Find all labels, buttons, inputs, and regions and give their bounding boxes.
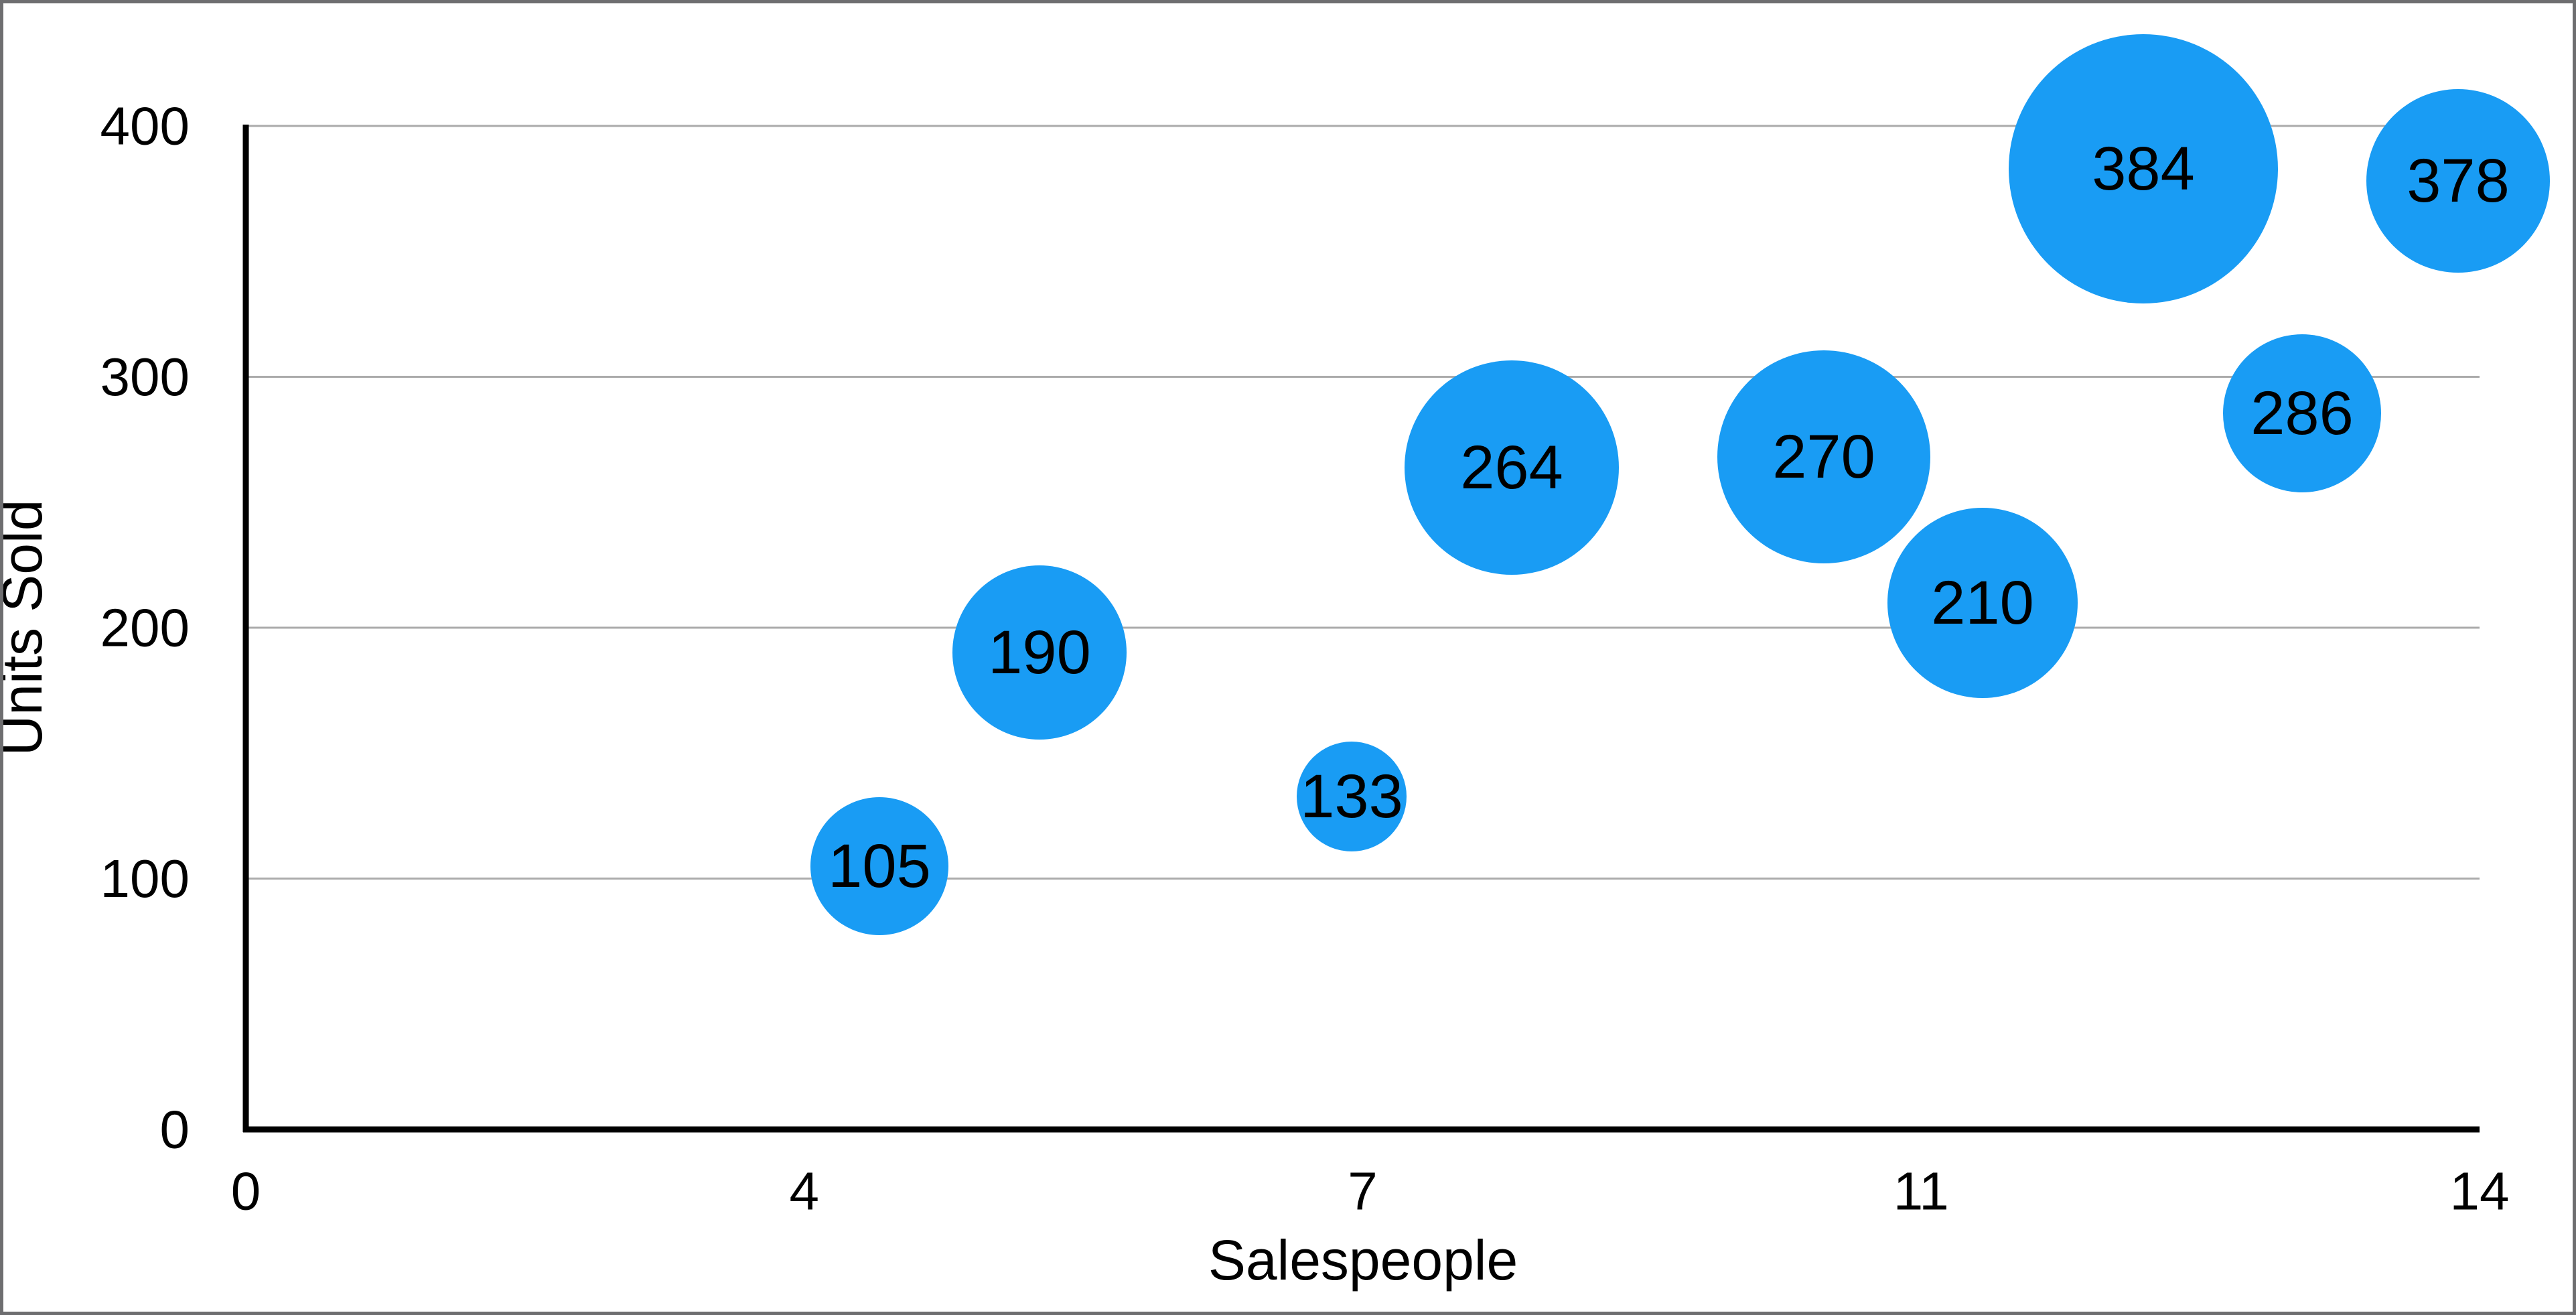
y-tick-label-300: 300 <box>100 347 190 407</box>
x-tick-label-0: 0 <box>231 1162 261 1221</box>
bubble-190 <box>952 565 1127 740</box>
y-tick-label-200: 200 <box>100 598 190 658</box>
bubble-group-105: 105 <box>810 797 948 935</box>
y-tick-label-100: 100 <box>100 849 190 908</box>
bubble-378 <box>2366 89 2550 273</box>
bubble-286 <box>2223 334 2381 492</box>
bubble-group-190: 190 <box>952 565 1127 740</box>
bubble-133 <box>1297 742 1407 851</box>
x-axis-title: Salespeople <box>1208 1229 1518 1292</box>
y-tick-labels: 0 100 200 300 400 <box>100 96 190 1160</box>
axes-layer <box>242 125 2480 1133</box>
x-tick-label-4: 4 <box>790 1162 820 1221</box>
y-tick-label-400: 400 <box>100 96 190 156</box>
bubble-value-label-105: 105 <box>828 832 931 900</box>
bubble-group-384: 384 <box>2009 34 2278 303</box>
y-axis-title: Units Sold <box>0 500 54 756</box>
bubble-group-378: 378 <box>2366 89 2550 273</box>
bubbles-layer: 105 190 133 264 270 210 384 286 378 <box>810 34 2550 935</box>
bubble-value-label-378: 378 <box>2407 147 2510 215</box>
bubble-value-label-384: 384 <box>2092 135 2195 203</box>
bubble-value-label-210: 210 <box>1931 569 2034 637</box>
bubble-264 <box>1405 360 1619 575</box>
bubble-value-label-270: 270 <box>1772 423 1875 491</box>
y-tick-label-0: 0 <box>160 1100 190 1160</box>
bubble-270 <box>1717 350 1930 563</box>
bubble-group-210: 210 <box>1887 508 2078 698</box>
bubble-group-286: 286 <box>2223 334 2381 492</box>
bubble-384 <box>2009 34 2278 303</box>
bubble-value-label-133: 133 <box>1300 762 1403 831</box>
bubble-210 <box>1887 508 2078 698</box>
bubble-group-264: 264 <box>1405 360 1619 575</box>
x-tick-labels: 0 4 7 11 14 <box>231 1162 2510 1221</box>
bubble-105 <box>810 797 948 935</box>
bubble-value-label-286: 286 <box>2250 379 2354 447</box>
x-tick-label-7: 7 <box>1348 1162 1378 1221</box>
bubble-value-label-264: 264 <box>1460 433 1563 502</box>
x-tick-label-11: 11 <box>1893 1162 1949 1221</box>
bubble-value-label-190: 190 <box>988 618 1091 687</box>
bubble-group-270: 270 <box>1717 350 1930 563</box>
bubble-group-133: 133 <box>1297 742 1407 851</box>
x-tick-label-14: 14 <box>2450 1162 2510 1221</box>
